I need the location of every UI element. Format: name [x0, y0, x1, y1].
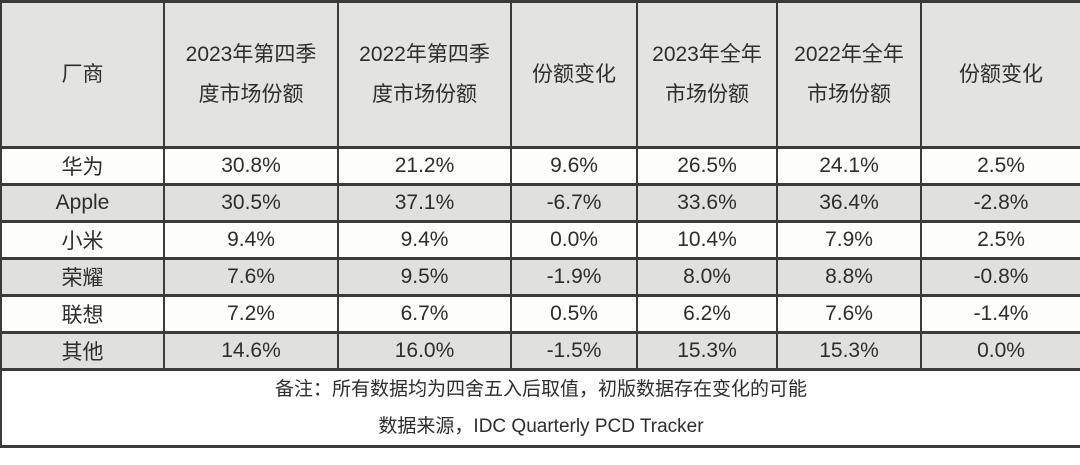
header-line: 市场份额: [665, 82, 749, 106]
header-line: 2022年全年: [794, 42, 904, 66]
vendor-cell: 荣耀: [0, 257, 165, 297]
value-cell: 9.4%: [163, 220, 339, 260]
header-line: 2023年全年: [652, 42, 762, 66]
value-cell: 36.4%: [776, 183, 922, 223]
header-line: 厂商: [61, 62, 104, 86]
table-row: 联想 7.2% 6.7% 0.5% 6.2% 7.6% -1.4%: [0, 294, 1080, 334]
value-cell: 6.7%: [337, 294, 512, 334]
col-header-fy-2023-share: 2023年全年 市场份额: [636, 0, 778, 149]
table-row: Apple 30.5% 37.1% -6.7% 33.6% 36.4% -2.8…: [0, 183, 1080, 223]
header-line: 度市场份额: [372, 82, 477, 106]
table-footer-row: 备注：所有数据均为四舍五入后取值，初版数据存在变化的可能 数据来源，IDC Qu…: [0, 368, 1080, 448]
value-cell: 9.5%: [337, 257, 512, 297]
value-cell: 15.3%: [636, 331, 778, 371]
table-row: 其他 14.6% 16.0% -1.5% 15.3% 15.3% 0.0%: [0, 331, 1080, 371]
vendor-cell: 华为: [0, 146, 165, 186]
table-row: 小米 9.4% 9.4% 0.0% 10.4% 7.9% 2.5%: [0, 220, 1080, 260]
footer-remark: 备注：所有数据均为四舍五入后取值，初版数据存在变化的可能: [274, 379, 807, 400]
footer-source: 数据来源，IDC Quarterly PCD Tracker: [378, 416, 704, 437]
value-cell: 14.6%: [163, 331, 339, 371]
value-cell: -0.8%: [920, 257, 1080, 297]
value-cell: 0.0%: [920, 331, 1080, 371]
value-cell: 10.4%: [636, 220, 778, 260]
footer-cell: 备注：所有数据均为四舍五入后取值，初版数据存在变化的可能 数据来源，IDC Qu…: [0, 368, 1080, 448]
value-cell: 9.4%: [337, 220, 512, 260]
value-cell: 6.2%: [636, 294, 778, 334]
vendor-cell: 其他: [0, 331, 165, 371]
value-cell: -1.5%: [510, 331, 638, 371]
vendor-cell: 联想: [0, 294, 165, 334]
header-line: 2022年第四季: [359, 42, 490, 66]
value-cell: -1.4%: [920, 294, 1080, 334]
value-cell: -6.7%: [510, 183, 638, 223]
value-cell: 7.6%: [163, 257, 339, 297]
table-row: 荣耀 7.6% 9.5% -1.9% 8.0% 8.8% -0.8%: [0, 257, 1080, 297]
value-cell: 7.2%: [163, 294, 339, 334]
col-header-q4-2022-share: 2022年第四季 度市场份额: [337, 0, 512, 149]
table-header-row: 厂商 2023年第四季 度市场份额 2022年第四季 度市场份额 份额变化 2023…: [0, 0, 1080, 149]
value-cell: 37.1%: [337, 183, 512, 223]
value-cell: 21.2%: [337, 146, 512, 186]
value-cell: 2.5%: [920, 146, 1080, 186]
col-header-fy-share-change: 份额变化: [920, 0, 1080, 149]
value-cell: 8.0%: [636, 257, 778, 297]
col-header-fy-2022-share: 2022年全年 市场份额: [776, 0, 922, 149]
header-line: 份额变化: [959, 62, 1043, 86]
value-cell: 15.3%: [776, 331, 922, 371]
value-cell: 0.0%: [510, 220, 638, 260]
table-row: 华为 30.8% 21.2% 9.6% 26.5% 24.1% 2.5%: [0, 146, 1080, 186]
vendor-cell: 小米: [0, 220, 165, 260]
value-cell: 9.6%: [510, 146, 638, 186]
value-cell: 7.9%: [776, 220, 922, 260]
value-cell: 30.5%: [163, 183, 339, 223]
value-cell: -2.8%: [920, 183, 1080, 223]
col-header-q4-share-change: 份额变化: [510, 0, 638, 149]
col-header-vendor: 厂商: [0, 0, 165, 149]
header-line: 份额变化: [532, 62, 616, 86]
value-cell: -1.9%: [510, 257, 638, 297]
value-cell: 2.5%: [920, 220, 1080, 260]
value-cell: 30.8%: [163, 146, 339, 186]
value-cell: 33.6%: [636, 183, 778, 223]
header-line: 市场份额: [807, 82, 891, 106]
value-cell: 26.5%: [636, 146, 778, 186]
header-line: 度市场份额: [198, 82, 304, 106]
value-cell: 24.1%: [776, 146, 922, 186]
value-cell: 8.8%: [776, 257, 922, 297]
value-cell: 0.5%: [510, 294, 638, 334]
value-cell: 7.6%: [776, 294, 922, 334]
col-header-q4-2023-share: 2023年第四季 度市场份额: [163, 0, 339, 149]
vendor-cell: Apple: [0, 183, 165, 223]
value-cell: 16.0%: [337, 331, 512, 371]
market-share-table: 厂商 2023年第四季 度市场份额 2022年第四季 度市场份额 份额变化 2023…: [0, 0, 1080, 448]
header-line: 2023年第四季: [185, 42, 317, 66]
